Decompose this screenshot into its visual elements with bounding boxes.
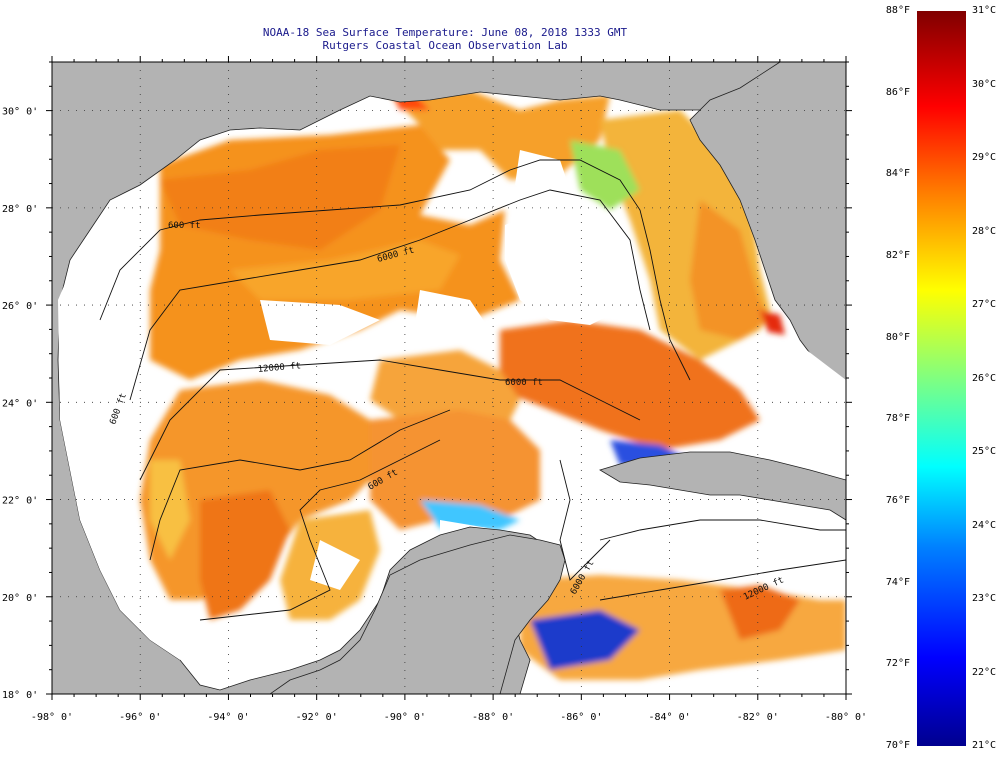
colorbar-label-f: 72°F xyxy=(885,658,910,670)
colorbar-label-c: 27°C xyxy=(972,299,997,310)
colorbar-label-c: 31°C xyxy=(972,5,997,16)
contour-label-12000-ft-c: 12000 ft xyxy=(257,361,301,375)
lon-label: -84° 0' xyxy=(648,712,690,723)
colorbar-label-f: 82°F xyxy=(885,250,910,261)
lat-label: 28° 0' xyxy=(2,204,38,215)
lat-label: 20° 0' xyxy=(2,593,38,604)
colorbar-label-c: 29°C xyxy=(972,152,997,163)
colorbar-label-c: 21°C xyxy=(972,740,997,751)
axis-labels: -98° 0' -96° 0' -94° 0' -92° 0' -90° 0' -88° … xyxy=(2,107,867,723)
coastal-nodata xyxy=(58,190,200,660)
colorbar-label-c: 30°C xyxy=(972,78,997,90)
temperature-colorbar xyxy=(917,11,966,746)
colorbar-label-c: 24°C xyxy=(972,519,997,531)
colorbar-label-f: 84°F xyxy=(885,168,910,180)
axis-ticks xyxy=(46,56,852,700)
land xyxy=(52,62,846,694)
colorbar-label-c: 25°C xyxy=(972,446,997,457)
lon-label: -86° 0' xyxy=(560,712,602,723)
map-title-line1: NOAA-18 Sea Surface Temperature: June 08… xyxy=(262,26,628,39)
lon-label: -98° 0' xyxy=(31,712,73,723)
lon-label: -94° 0' xyxy=(207,712,249,723)
colorbar-label-f: 70°F xyxy=(885,740,910,751)
colorbar-label-f: 78°F xyxy=(885,413,910,425)
lat-label: 26° 0' xyxy=(2,301,38,312)
lat-label: 22° 0' xyxy=(2,496,38,507)
lat-label: 24° 0' xyxy=(2,398,38,409)
contour-label-6000-ft-e: 6000 ft xyxy=(505,378,543,388)
colorbar-label-f: 86°F xyxy=(885,86,910,98)
lon-label: -96° 0' xyxy=(119,712,161,723)
lon-label: -88° 0' xyxy=(472,712,514,723)
contour-label-600-ft-nw: 600 ft xyxy=(168,221,201,231)
lon-label: -80° 0' xyxy=(825,712,867,723)
fl-coast-nodata xyxy=(800,345,846,420)
colorbar-label-f: 80°F xyxy=(885,331,910,343)
colorbar-label-c: 26°C xyxy=(972,372,997,384)
lon-label: -90° 0' xyxy=(384,712,426,723)
bathymetry-contours xyxy=(99,159,846,621)
colorbar-label-c: 22°C xyxy=(972,666,997,678)
colorbar-label-c: 23°C xyxy=(972,593,997,604)
colorbar-label-f: 74°F xyxy=(885,576,910,588)
colorbar-label-f: 76°F xyxy=(885,495,910,506)
lat-label: 30° 0' xyxy=(2,107,38,118)
colorbar-label-c: 28°C xyxy=(972,225,997,237)
lat-label: 18° 0' xyxy=(2,690,38,701)
map-title-line2: Rutgers Coastal Ocean Observation Lab xyxy=(322,39,568,52)
lon-label: -82° 0' xyxy=(737,712,779,723)
lon-label: -92° 0' xyxy=(296,712,338,723)
colorbar-label-f: 88°F xyxy=(885,5,910,16)
